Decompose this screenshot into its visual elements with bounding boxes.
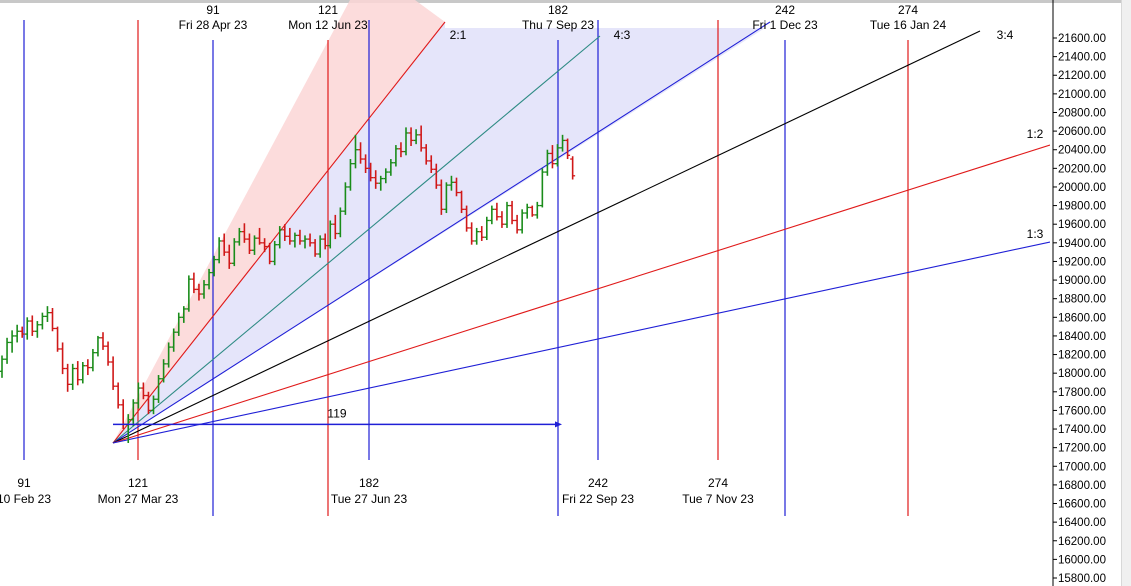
- cycle-top-count-182: 182: [548, 3, 568, 17]
- cycle-top-date-91: Fri 28 Apr 23: [179, 18, 248, 32]
- price-axis-label: 18800.00: [1058, 294, 1106, 306]
- cycle-bottom-date-121: Mon 27 Mar 23: [98, 492, 179, 506]
- gann-fan-line-5: [112, 241, 1050, 444]
- cycle-top-date-274: Tue 16 Jan 24: [870, 18, 947, 32]
- price-axis-label: 17800.00: [1058, 387, 1106, 399]
- price-axis-label: 19600.00: [1058, 219, 1106, 231]
- price-axis-label: 20000.00: [1058, 182, 1106, 194]
- price-axis-label: 21400.00: [1058, 52, 1106, 64]
- cycle-bottom-count-274: 274: [708, 476, 728, 490]
- price-axis-label: 20200.00: [1058, 163, 1106, 175]
- price-axis-label: 20600.00: [1058, 126, 1106, 138]
- price-axis-label: 18600.00: [1058, 312, 1106, 324]
- cycle-bottom-count-91: 91: [17, 476, 31, 490]
- cycle-top-count-121: 121: [318, 3, 338, 17]
- cycle-bottom-count-242: 242: [588, 476, 608, 490]
- price-axis-label: 19800.00: [1058, 201, 1106, 213]
- price-axis-label: 16800.00: [1058, 480, 1106, 492]
- price-axis-label: 18200.00: [1058, 350, 1106, 362]
- gann-angle-label-0: 2:1: [450, 28, 467, 42]
- fan-fill-pink: [113, 0, 445, 443]
- gann-fan-line-4: [112, 144, 1050, 444]
- price-axis-label: 20800.00: [1058, 107, 1106, 119]
- gann-angle-label-4: 1:3: [1027, 227, 1044, 241]
- price-axis-label: 21000.00: [1058, 89, 1106, 101]
- cycle-bottom-count-121: 121: [128, 476, 148, 490]
- right-scroll-strip[interactable]: [1121, 0, 1131, 586]
- price-axis-label: 20400.00: [1058, 145, 1106, 157]
- price-axis-label: 15800.00: [1058, 573, 1106, 585]
- price-axis-label: 18400.00: [1058, 331, 1106, 343]
- gann-angle-label-2: 3:4: [997, 28, 1014, 42]
- price-axis-label: 21600.00: [1058, 33, 1106, 45]
- price-axis-label: 18000.00: [1058, 368, 1106, 380]
- gann-angle-label-3: 1:2: [1027, 127, 1044, 141]
- price-axis-label: 17600.00: [1058, 405, 1106, 417]
- gann-fan-line-1: [112, 35, 601, 444]
- cycle-bottom-date-91: 10 Feb 23: [0, 492, 51, 506]
- cycle-top-count-274: 274: [898, 3, 918, 17]
- cycle-top-date-182: Thu 7 Sep 23: [522, 18, 594, 32]
- cycle-top-count-242: 242: [775, 3, 795, 17]
- fan-fill-blue: [113, 22, 765, 443]
- price-axis-label: 17400.00: [1058, 424, 1106, 436]
- cycle-bottom-count-182: 182: [359, 476, 379, 490]
- gann-angle-label-1: 4:3: [614, 28, 631, 42]
- price-axis-label: 17200.00: [1058, 443, 1106, 455]
- duration-measure-arrowhead: [555, 421, 562, 428]
- price-axis-label: 16600.00: [1058, 499, 1106, 511]
- duration-measure-layer: 119: [113, 406, 562, 428]
- cycle-bottom-date-242: Fri 22 Sep 23: [562, 492, 634, 506]
- gann-fan-line-2: [112, 21, 771, 444]
- price-axis-label: 19000.00: [1058, 275, 1106, 287]
- price-axis-label: 16400.00: [1058, 517, 1106, 529]
- price-axis-label: 19200.00: [1058, 256, 1106, 268]
- fan-fills-layer: [113, 0, 765, 443]
- price-axis-label: 16200.00: [1058, 536, 1106, 548]
- cycle-top-date-121: Mon 12 Jun 23: [288, 18, 368, 32]
- price-axis-label: 21200.00: [1058, 70, 1106, 82]
- price-axis-label: 17000.00: [1058, 461, 1106, 473]
- cycle-bottom-date-182: Tue 27 Jun 23: [331, 492, 408, 506]
- price-axis-label: 16000.00: [1058, 554, 1106, 566]
- cycle-lines-layer: [23, 20, 909, 516]
- price-bars-layer: [0, 125, 576, 443]
- price-axis-label: 19400.00: [1058, 238, 1106, 250]
- cycle-bottom-date-274: Tue 7 Nov 23: [682, 492, 754, 506]
- price-axis[interactable]: 21600.00 21400.00 21200.00 21000.00 20800.00…: [1052, 0, 1106, 586]
- cycle-top-count-91: 91: [206, 3, 220, 17]
- window-top-border: [0, 0, 1131, 3]
- cycle-top-date-242: Fri 1 Dec 23: [752, 18, 818, 32]
- gann-fan-line-3: [112, 30, 981, 444]
- duration-measure-label: 119: [327, 406, 346, 420]
